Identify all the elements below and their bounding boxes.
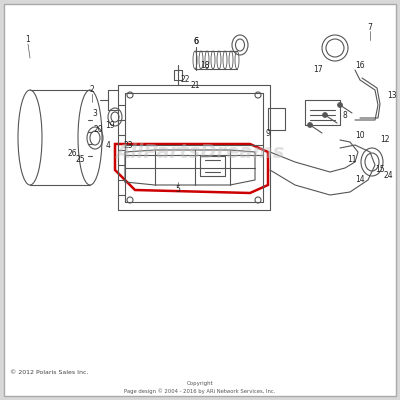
Text: 18: 18: [200, 60, 210, 70]
Text: 22: 22: [180, 76, 190, 84]
Text: 26: 26: [67, 148, 77, 158]
Text: 10: 10: [355, 130, 365, 140]
Text: 1: 1: [26, 36, 30, 44]
Text: 4: 4: [106, 140, 110, 150]
Circle shape: [322, 112, 328, 118]
Text: 2: 2: [90, 86, 94, 94]
Text: 3: 3: [92, 108, 98, 118]
Circle shape: [338, 102, 342, 108]
Text: 13: 13: [387, 90, 397, 100]
FancyBboxPatch shape: [4, 4, 396, 396]
Text: 12: 12: [380, 136, 390, 144]
Text: 6: 6: [194, 38, 198, 46]
Text: 6: 6: [193, 38, 199, 46]
Text: 19: 19: [105, 120, 115, 130]
Text: 20: 20: [93, 126, 103, 134]
Text: 8: 8: [343, 110, 347, 120]
Text: 14: 14: [355, 176, 365, 184]
Text: 9: 9: [266, 128, 270, 138]
Text: 23: 23: [123, 140, 133, 150]
Text: 7: 7: [368, 22, 372, 32]
Text: Copyright: Copyright: [187, 382, 213, 386]
Text: 25: 25: [75, 156, 85, 164]
Text: 24: 24: [383, 170, 393, 180]
Text: 16: 16: [355, 60, 365, 70]
Text: 11: 11: [347, 156, 357, 164]
Text: AllPartsDreams: AllPartsDreams: [115, 142, 285, 162]
Text: 15: 15: [375, 166, 385, 174]
Text: © 2012 Polaris Sales Inc.: © 2012 Polaris Sales Inc.: [10, 370, 88, 374]
Text: Page design © 2004 - 2016 by ARi Network Services, Inc.: Page design © 2004 - 2016 by ARi Network…: [124, 388, 276, 394]
Text: 17: 17: [313, 66, 323, 74]
Text: 21: 21: [190, 80, 200, 90]
Circle shape: [308, 122, 312, 128]
Text: 5: 5: [176, 186, 180, 194]
